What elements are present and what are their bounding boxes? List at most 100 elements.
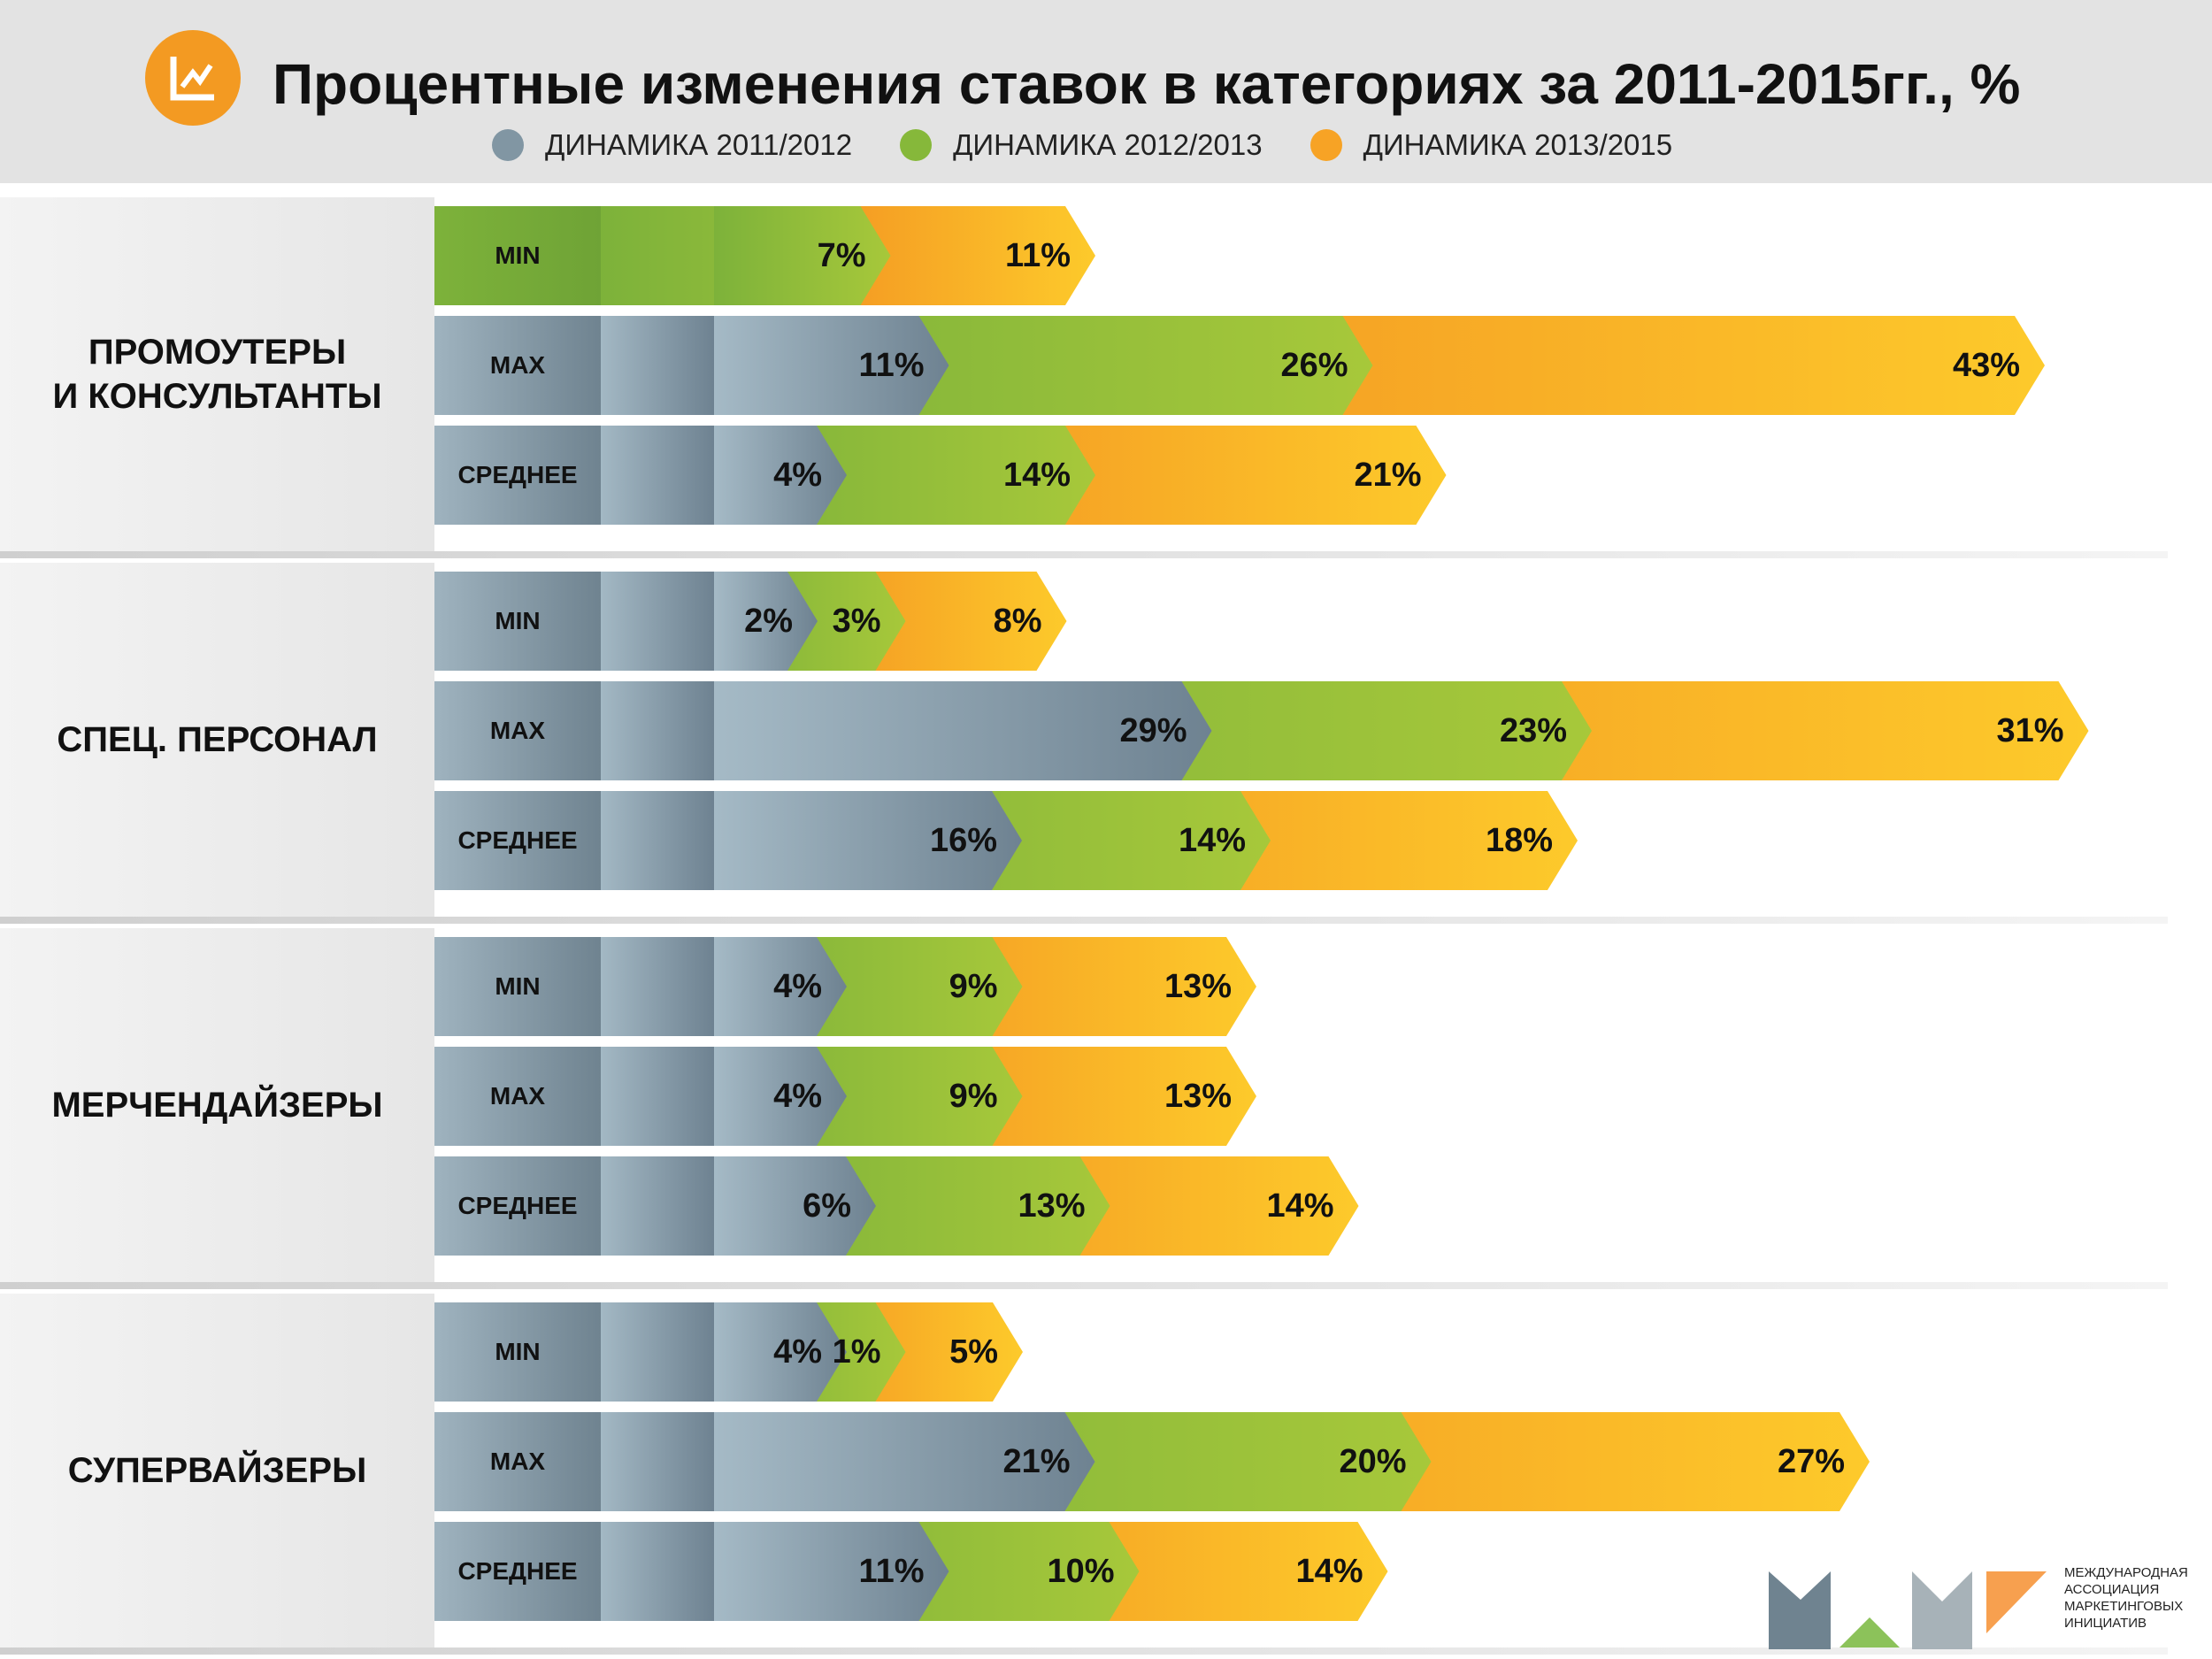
category-group: МЕРЧЕНДАЙЗЕРЫ MIN 13% 9% 4% MAX 13% 9% 4% СРЕДНЕЕ… [0,928,2212,1294]
bar-segment-gray [714,426,847,525]
data-label: 18% [1485,821,1553,859]
bar-row: MAX 13% 9% 4% [0,1047,2212,1146]
legend-item: ДИНАМИКА 2013/2015 [1310,128,1673,162]
row-connector [601,1156,714,1256]
data-label: 21% [1002,1442,1071,1480]
legend-item: ДИНАМИКА 2012/2013 [900,128,1263,162]
row-label: MIN [434,572,601,671]
row-label: MIN [434,1302,601,1402]
legend-item: ДИНАМИКА 2011/2012 [492,128,852,162]
row-connector [601,1302,714,1402]
row-label: СРЕДНЕЕ [434,1522,601,1621]
row-connector [601,316,714,415]
data-label: 21% [1354,456,1422,494]
row-label: MAX [434,316,601,415]
data-label: 4% [773,1077,822,1115]
mami-logo-text: МЕЖДУНАРОДНАЯ АССОЦИАЦИЯ МАРКЕТИНГОВЫХ И… [2064,1565,2188,1631]
chart-icon [145,30,241,126]
data-label: 7% [817,236,866,274]
group-divider [0,917,2168,924]
row-label: MIN [434,937,601,1036]
data-label: 16% [929,821,997,859]
data-label: 14% [1178,821,1246,859]
data-label: 4% [773,967,822,1005]
category-label: МЕРЧЕНДАЙЗЕРЫ [0,928,434,1282]
bar-segment-gray [714,681,1212,780]
bar-segment-gray [714,937,847,1036]
bar-segment-gray [714,1302,847,1402]
row-connector [601,791,714,890]
data-label: 23% [1499,711,1567,749]
data-label: 26% [1280,346,1348,384]
bar-segment-green [714,206,891,305]
data-label: 14% [1002,456,1071,494]
row-label: СРЕДНЕЕ [434,1156,601,1256]
data-label: 5% [949,1333,998,1371]
bar-row: MAX 43% 26% 11% [0,316,2212,415]
mami-logo [1769,1571,2047,1649]
bar-row: MIN 8% 3% 2% [0,572,2212,671]
data-label: 11% [858,346,925,384]
row-label: СРЕДНЕЕ [434,791,601,890]
data-label: 14% [1266,1187,1334,1225]
data-label: 27% [1777,1442,1845,1480]
data-label: 4% [773,456,822,494]
bar-segment-gray [714,1522,949,1621]
legend-label: ДИНАМИКА 2011/2012 [545,128,853,161]
page-title: Процентные изменения ставок в категориях… [273,52,2021,116]
row-label: MAX [434,1047,601,1146]
legend-label: ДИНАМИКА 2012/2013 [953,128,1263,161]
bar-row: MAX 27% 20% 21% [0,1412,2212,1511]
category-label: ПРОМОУТЕРЫ И КОНСУЛЬТАНТЫ [0,197,434,551]
data-label: 13% [1164,967,1232,1005]
data-label: 9% [949,967,998,1005]
legend: ДИНАМИКА 2011/2012 ДИНАМИКА 2012/2013 ДИ… [492,128,1672,162]
data-label: 4% [773,1333,822,1371]
bar-row: MIN 5% 1% 4% [0,1302,2212,1402]
category-label: СПЕЦ. ПЕРСОНАЛ [0,563,434,917]
bar-segment-gray [714,1156,876,1256]
data-label: 1% [832,1333,881,1371]
header: Процентные изменения ставок в категориях… [0,0,2212,183]
bar-row: MIN 11% 7% [0,206,2212,305]
bar-row: MIN 13% 9% 4% [0,937,2212,1036]
row-label: СРЕДНЕЕ [434,426,601,525]
data-label: 9% [949,1077,998,1115]
bar-segment-gray [714,1412,1095,1511]
row-label: MAX [434,681,601,780]
row-connector [601,572,714,671]
data-label: 29% [1119,711,1187,749]
row-connector [601,1412,714,1511]
row-connector [601,681,714,780]
row-connector [601,206,714,305]
row-label: MIN [434,206,601,305]
bar-row: СРЕДНЕЕ 18% 14% 16% [0,791,2212,890]
row-connector [601,1047,714,1146]
legend-dot-icon [492,129,524,161]
bar-row: MAX 31% 23% 29% [0,681,2212,780]
bar-row: СРЕДНЕЕ 21% 14% 4% [0,426,2212,525]
row-connector [601,426,714,525]
data-label: 43% [1952,346,2020,384]
category-group: ПРОМОУТЕРЫ И КОНСУЛЬТАНТЫ MIN 11% 7% MAX 43% 2… [0,197,2212,563]
group-divider [0,551,2168,558]
category-group: СПЕЦ. ПЕРСОНАЛ MIN 8% 3% 2% MAX 31% 23% 29% СРЕДН… [0,563,2212,928]
data-label: 10% [1047,1552,1115,1590]
data-label: 20% [1339,1442,1407,1480]
group-divider [0,1282,2168,1289]
data-label: 3% [832,602,881,640]
bar-segment-gray [714,1047,847,1146]
data-label: 11% [858,1552,925,1590]
data-label: 14% [1295,1552,1363,1590]
data-label: 11% [1005,236,1071,274]
data-label: 31% [1996,711,2064,749]
bar-segment-gray [714,316,949,415]
data-label: 2% [744,602,793,640]
category-group: СУПЕРВАЙЗЕРЫ MIN 5% 1% 4% MAX 27% 20% 21% СРЕДНЕЕ… [0,1294,2212,1659]
row-connector [601,1522,714,1621]
data-label: 13% [1164,1077,1232,1115]
legend-dot-icon [900,129,933,161]
legend-label: ДИНАМИКА 2013/2015 [1363,128,1673,161]
data-label: 8% [993,602,1042,640]
bar-row: СРЕДНЕЕ 14% 13% 6% [0,1156,2212,1256]
